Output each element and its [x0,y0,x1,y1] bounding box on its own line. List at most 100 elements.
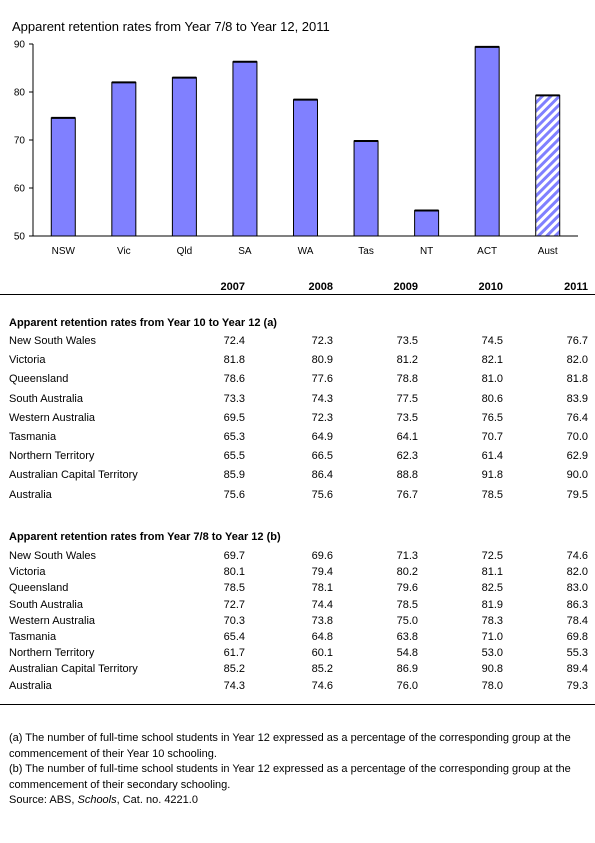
row-label: South Australia [9,392,83,405]
table-cell: 72.3 [311,335,333,347]
table-cell: 74.3 [311,392,333,405]
table-cell: 86.3 [566,598,588,611]
table-cell: 83.0 [566,582,588,595]
table-cell: 82.5 [481,582,503,595]
y-tick-label: 80 [14,88,26,99]
table-cell: 74.6 [566,550,588,562]
bar-vic [111,81,137,237]
row-label: Australia [9,679,52,692]
table-cell: 74.5 [481,335,503,347]
table-cell: 77.5 [396,392,418,405]
table-cell: 70.7 [481,431,503,443]
bar-aust [535,94,561,237]
table-cell: 76.7 [396,488,418,501]
table-cell: 79.5 [566,488,588,501]
x-tick-label: NSW [52,246,76,257]
table-cell: 75.6 [223,488,245,501]
table-cell: 78.5 [481,488,503,501]
row-label: Northern Territory [9,647,95,660]
table-cell: 88.8 [396,469,418,482]
table-cell: 85.2 [311,663,333,676]
table-cell: 73.5 [396,411,418,424]
table-cell: 78.8 [396,373,418,386]
table-cell: 71.0 [481,631,503,643]
bar-sa [232,61,258,237]
year-column-header: 2009 [393,281,418,293]
table-cell: 90.8 [481,663,503,676]
bar-tas [353,140,379,237]
bar-qld [171,77,197,237]
table-cell: 71.3 [396,550,418,562]
table-cell: 89.4 [566,663,588,676]
table-cell: 74.3 [223,679,245,692]
table-cell: 85.2 [223,663,245,676]
table-cell: 66.5 [311,450,333,463]
table-cell: 77.6 [311,373,333,386]
table-cell: 78.3 [481,614,503,627]
table-cell: 78.5 [396,598,418,611]
table-cell: 78.6 [223,373,245,386]
table-cell: 81.8 [566,373,588,386]
row-label: South Australia [9,598,83,611]
table-cell: 80.9 [311,354,333,367]
table-cell: 76.7 [566,335,588,347]
table-cell: 70.0 [566,431,588,443]
table-cell: 81.8 [223,354,245,367]
table-cell: 55.3 [566,647,588,660]
table-cell: 72.3 [311,411,333,424]
footnotes: (a) The number of full-time school stude… [9,731,589,809]
table-cell: 53.0 [481,647,503,660]
row-label: Tasmania [9,431,57,443]
table-cell: 82.0 [566,354,588,367]
x-tick-label: Aust [538,246,558,257]
y-tick-label: 70 [14,136,26,147]
table-cell: 65.5 [223,450,245,463]
table-cell: 69.8 [566,631,588,643]
bar-wa [293,99,318,237]
row-label: Queensland [9,373,69,386]
row-label: Australian Capital Territory [9,469,138,482]
table-cell: 61.4 [481,450,503,463]
table-cell: 64.1 [396,431,418,443]
bar-chart: 50 60 70 80 90 NSW Vic Qld SA WA Tas NT ACT Aust [14,40,578,257]
bar-nsw [50,117,76,237]
y-tick-label: 60 [14,184,26,195]
table-cell: 81.0 [481,373,503,386]
row-label: Queensland [9,582,69,595]
table-cell: 72.4 [223,335,245,347]
x-tick-label: Vic [117,246,131,257]
bar-act [474,46,500,237]
row-label: Western Australia [9,411,96,424]
table-cell: 79.3 [566,679,588,692]
table-cell: 81.2 [396,354,418,367]
table-cell: 60.1 [311,647,333,660]
table-cell: 69.5 [223,411,245,424]
table-cell: 86.9 [396,663,418,676]
table-cell: 78.4 [566,614,588,627]
table-cell: 74.4 [311,598,333,611]
y-tick-label: 50 [14,232,26,243]
table-cell: 78.5 [223,582,245,595]
table-cell: 72.7 [223,598,245,611]
table-cell: 70.3 [223,614,245,627]
row-label: Western Australia [9,614,96,627]
table-bottom-rule [0,704,595,705]
table-cell: 82.1 [481,354,503,367]
row-label: Victoria [9,566,46,579]
table-cell: 73.5 [396,335,418,347]
table-cell: 65.4 [223,631,245,643]
table-cell: 78.0 [481,679,503,692]
x-tick-label: ACT [477,246,497,257]
source-publication: Schools [77,794,117,806]
year-column-header: 2010 [478,281,503,293]
table-top-rule [0,294,595,295]
table-cell: 76.5 [481,411,503,424]
table-cell: 86.4 [311,469,333,482]
row-label: Australian Capital Territory [9,663,138,676]
row-label: Australia [9,488,52,501]
table-cell: 90.0 [566,469,588,482]
table-cell: 65.3 [223,431,245,443]
source-note: Source: ABS, Schools, Cat. no. 4221.0 [9,793,589,809]
table-cell: 80.6 [481,392,503,405]
section-title: Apparent retention rates from Year 7/8 t… [9,531,281,543]
